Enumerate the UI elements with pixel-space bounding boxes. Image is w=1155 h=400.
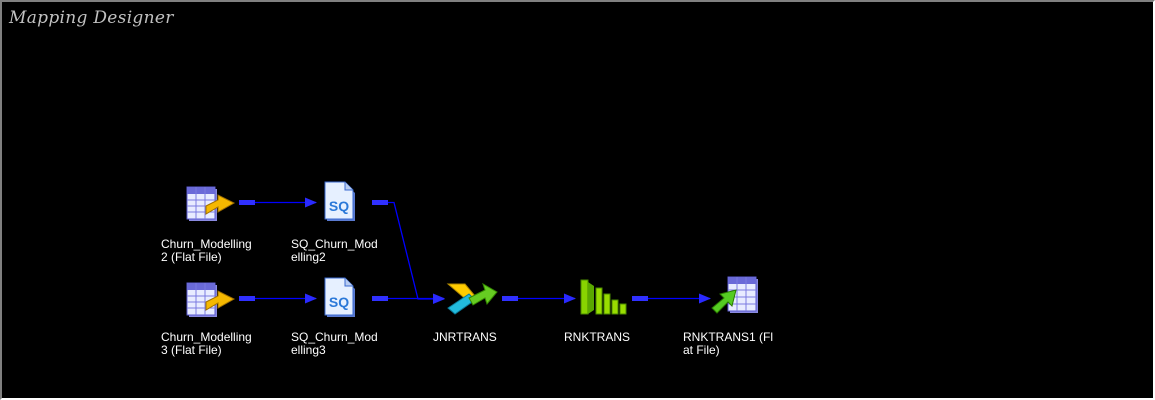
link-src3-sq3[interactable]	[239, 293, 317, 304]
link-src2-sq2[interactable]	[239, 197, 317, 208]
source-qualifier-icon: SQ	[324, 277, 355, 317]
flat-file-source-icon	[186, 282, 236, 317]
node-label: JNRTRANS	[433, 330, 497, 344]
node-label: SQ_Churn_Mod elling3	[291, 330, 378, 357]
flat-file-source-icon	[186, 186, 236, 221]
sq-badge-text: SQ	[329, 294, 349, 310]
canvas-title: Mapping Designer	[9, 8, 174, 28]
link-jnr-rnk[interactable]	[502, 293, 576, 304]
node-label: SQ_Churn_Mod elling2	[291, 237, 378, 264]
joiner-transformation-icon	[446, 282, 498, 315]
sq-badge-text: SQ	[329, 198, 349, 214]
rank-transformation-icon	[580, 279, 627, 315]
source-qualifier-icon: SQ	[324, 181, 355, 221]
node-label: RNKTRANS	[564, 330, 631, 344]
node-label: RNKTRANS1 (Fl at File)	[683, 330, 774, 357]
link-rnk-tgt[interactable]	[632, 293, 711, 304]
flat-file-target-icon	[711, 276, 758, 314]
link-sq3-jnr[interactable]	[372, 293, 445, 304]
node-label: Churn_Modelling 2 (Flat File)	[161, 237, 252, 264]
node-label: Churn_Modelling 3 (Flat File)	[161, 330, 252, 357]
link-sq2-jnr[interactable]	[372, 200, 445, 304]
